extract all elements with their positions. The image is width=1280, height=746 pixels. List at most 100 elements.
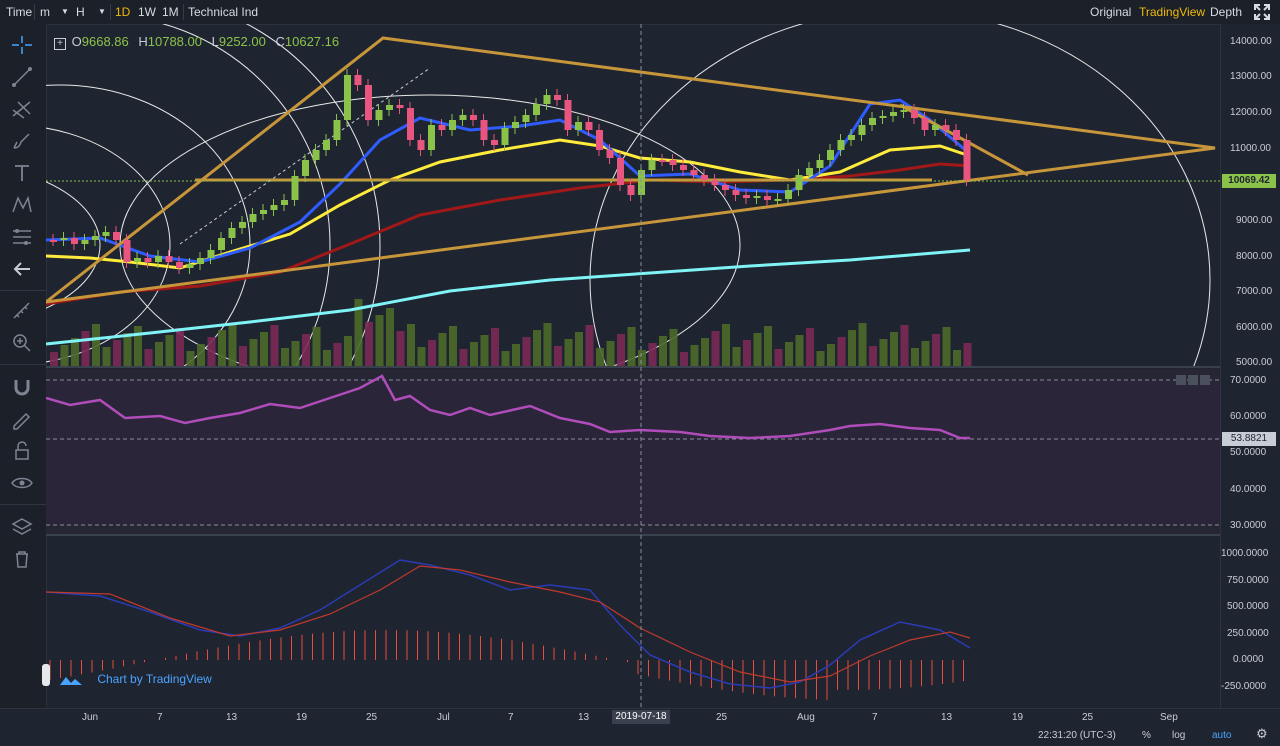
candle-body xyxy=(953,130,960,140)
pane-up-icon[interactable] xyxy=(1176,375,1186,385)
trash-icon[interactable] xyxy=(8,546,36,572)
lock-icon[interactable] xyxy=(8,438,36,464)
eye-icon[interactable] xyxy=(8,470,36,496)
time-tick: 25 xyxy=(366,712,378,723)
clock: 22:31:20 (UTC-3) xyxy=(1038,730,1116,741)
macd-line xyxy=(46,559,971,689)
candle-body xyxy=(102,232,110,236)
volume-bar xyxy=(491,328,499,366)
volume-bar xyxy=(176,328,184,366)
pane-down-icon[interactable] xyxy=(1188,375,1198,385)
volume-bar xyxy=(890,332,898,366)
time-tick: 25 xyxy=(716,712,728,723)
auto-toggle[interactable]: auto xyxy=(1212,730,1232,741)
depth-tab[interactable]: Depth xyxy=(1210,5,1243,19)
candle-body xyxy=(764,196,771,200)
hour-interval-dropdown[interactable]: H xyxy=(76,5,85,19)
ruler-icon[interactable] xyxy=(8,298,36,324)
interval-1d-button[interactable]: 1D xyxy=(115,5,131,19)
candle-body xyxy=(260,210,267,214)
log-toggle[interactable]: log xyxy=(1172,730,1186,741)
price-tick: 13000.00 xyxy=(1230,71,1272,82)
original-view-tab[interactable]: Original xyxy=(1090,5,1132,19)
price-chart[interactable] xyxy=(46,24,1220,708)
tradingview-tab[interactable]: TradingView xyxy=(1139,5,1206,19)
volume-bar xyxy=(900,325,909,366)
pane-controls[interactable] xyxy=(1176,372,1218,385)
candle-body xyxy=(942,125,950,130)
time-tick: 19 xyxy=(1012,712,1024,723)
candle-body xyxy=(596,130,603,150)
gear-icon[interactable]: ⚙ xyxy=(1256,726,1268,741)
divider xyxy=(183,4,184,20)
crosshair-date-tag: 2019-07-18 xyxy=(612,710,670,724)
minute-interval-dropdown[interactable]: m xyxy=(40,5,50,19)
rsi-tick: 40.0000 xyxy=(1230,484,1267,495)
price-tick: 11000.00 xyxy=(1230,143,1271,154)
candle-body xyxy=(900,110,908,112)
layers-icon[interactable] xyxy=(8,514,36,540)
volume-bar xyxy=(417,347,426,366)
price-tick: 12000.00 xyxy=(1230,107,1272,118)
candle-body xyxy=(123,240,131,262)
time-button[interactable]: Time xyxy=(6,5,33,19)
candle-body xyxy=(627,185,635,195)
interval-1m-button[interactable]: 1M xyxy=(162,5,179,19)
macd-tick: -250.0000 xyxy=(1221,681,1267,692)
candle-body xyxy=(281,200,288,205)
zoom-icon[interactable] xyxy=(8,330,36,356)
candle-body xyxy=(963,140,971,180)
candle-body xyxy=(543,95,551,104)
macd-tick: 1000.0000 xyxy=(1221,548,1269,559)
volume-bar xyxy=(533,330,541,366)
close-value: 10627.16 xyxy=(284,34,340,49)
candle-body xyxy=(323,140,330,150)
candle-body xyxy=(228,228,236,238)
volume-bar xyxy=(732,347,741,366)
percent-toggle[interactable]: % xyxy=(1142,730,1151,741)
volume-bar xyxy=(659,336,667,366)
technical-indicators-button[interactable]: Technical Ind xyxy=(188,5,259,19)
back-arrow-icon[interactable] xyxy=(8,256,36,282)
brush-icon[interactable] xyxy=(8,128,36,154)
candle-body xyxy=(344,75,351,120)
price-axis[interactable]: 14000.00 13000.00 12000.00 11000.00 1000… xyxy=(1220,24,1280,708)
trendline-icon[interactable] xyxy=(8,64,36,90)
chevron-down-icon[interactable]: ▼ xyxy=(98,7,106,16)
candle-body xyxy=(795,175,803,190)
interval-1w-button[interactable]: 1W xyxy=(138,5,156,19)
volume-bar xyxy=(60,345,69,366)
volume-bar xyxy=(102,347,111,366)
volume-bar xyxy=(722,324,730,366)
crosshair-icon[interactable] xyxy=(8,32,36,58)
volume-bar xyxy=(774,349,783,366)
collapse-handle[interactable] xyxy=(42,664,50,686)
text-icon[interactable] xyxy=(8,160,36,186)
tradingview-branding[interactable]: Chart by TradingView xyxy=(58,668,212,690)
candle-body xyxy=(459,115,467,120)
fib-icon[interactable] xyxy=(8,224,36,250)
volume-bar xyxy=(333,343,342,366)
magnet-icon[interactable] xyxy=(8,374,36,400)
candle-body xyxy=(449,120,456,130)
chevron-down-icon[interactable]: ▼ xyxy=(61,7,69,16)
candle-body xyxy=(711,180,719,185)
pane-close-icon[interactable] xyxy=(1200,375,1210,385)
fork-icon[interactable] xyxy=(8,96,36,122)
volume-bar xyxy=(354,299,363,366)
volume-bar xyxy=(806,328,814,366)
fullscreen-icon[interactable] xyxy=(1254,4,1270,20)
volume-bar xyxy=(606,341,615,366)
volume-bar xyxy=(155,342,163,366)
legend-toggle-icon[interactable]: + xyxy=(54,38,66,50)
volume-bar xyxy=(438,333,447,366)
time-tick: Sep xyxy=(1160,712,1178,723)
volume-bar xyxy=(795,335,804,366)
rsi-value-tag: 53.8821 xyxy=(1222,432,1276,446)
candle-body xyxy=(197,258,204,264)
volume-bar xyxy=(837,337,846,366)
volume-bar xyxy=(554,346,562,366)
pattern-icon[interactable] xyxy=(8,192,36,218)
lock-draw-icon[interactable] xyxy=(8,406,36,432)
volume-bar xyxy=(753,333,762,366)
